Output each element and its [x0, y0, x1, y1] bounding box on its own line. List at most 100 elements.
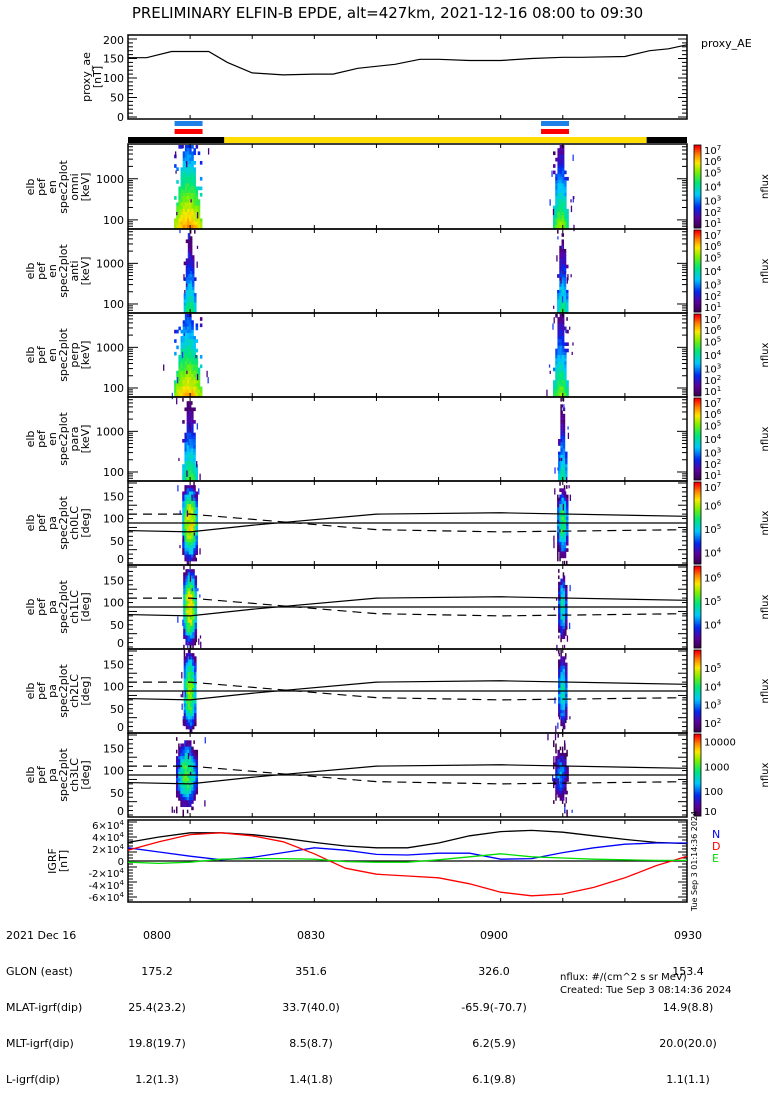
nflux-units-note: nflux: #/(cm^2 s sr MeV)	[560, 972, 687, 983]
heatmap-cell	[555, 358, 558, 362]
heatmap-cell	[558, 700, 561, 705]
heatmap-cell	[184, 370, 188, 375]
heatmap-cell	[184, 151, 188, 156]
heatmap-cell	[561, 173, 565, 178]
pa-ch3LC-colorbar-segment	[694, 734, 701, 737]
heatmap-cell	[189, 653, 193, 657]
heatmap-cell	[553, 383, 556, 388]
pa-ch2LC-colorbar-segment	[694, 721, 701, 725]
heatmap-cell	[559, 504, 562, 508]
heatmap-cell	[184, 457, 187, 462]
heatmap-noise	[171, 806, 173, 813]
heatmap-cell	[191, 765, 194, 770]
heatmap-cell	[187, 289, 191, 294]
heatmap-cell	[193, 464, 196, 468]
heatmap-cell	[561, 176, 565, 181]
heatmap-cell	[192, 629, 195, 633]
en-perp-colorbar-tick-label: 105	[704, 335, 721, 348]
heatmap-cell	[561, 157, 565, 162]
heatmap-cell	[193, 497, 196, 502]
heatmap-cell	[565, 681, 568, 686]
heatmap-cell	[182, 510, 185, 515]
pa-ch1LC-colorbar-segment	[694, 574, 701, 577]
heatmap-cell	[175, 778, 179, 782]
heatmap-cell	[182, 205, 186, 210]
heatmap-cell	[562, 722, 566, 727]
heatmap-cell	[197, 221, 201, 226]
heatmap-cell	[187, 725, 191, 730]
heatmap-cell	[191, 199, 194, 203]
heatmap-cell	[560, 653, 562, 657]
heatmap-cell	[190, 594, 193, 599]
heatmap-noise	[567, 426, 569, 430]
heatmap-cell	[560, 613, 563, 617]
pa-ch0LC-colorbar-segment	[694, 537, 701, 540]
heatmap-cell	[185, 616, 188, 621]
heatmap-cell	[187, 370, 190, 375]
heatmap-cell	[560, 473, 563, 478]
heatmap-cell	[180, 775, 183, 779]
pa-ch1LC-colorbar-segment	[694, 594, 701, 598]
heatmap-cell	[187, 575, 191, 580]
heatmap-cell	[557, 551, 559, 556]
pa-ch2LC-colorbar-segment	[694, 684, 701, 688]
heatmap-cell	[190, 584, 193, 589]
heatmap-cell	[566, 218, 569, 223]
heatmap-cell	[557, 323, 560, 328]
heatmap-cell	[186, 809, 189, 814]
heatmap-cell	[183, 293, 187, 297]
heatmap-cell	[185, 706, 189, 711]
heatmap-noise	[186, 510, 189, 517]
heatmap-cell	[195, 756, 199, 760]
heatmap-cell	[553, 800, 555, 804]
heatmap-cell	[183, 672, 187, 676]
heatmap-cell	[559, 212, 563, 216]
heatmap-cell	[560, 435, 563, 440]
heatmap-cell	[565, 668, 568, 673]
heatmap-cell	[560, 429, 563, 434]
heatmap-cell	[195, 364, 199, 369]
heatmap-noise	[558, 653, 560, 657]
heatmap-cell	[182, 513, 185, 518]
heatmap-cell	[561, 513, 565, 518]
heatmap-cell	[192, 603, 195, 608]
heatmap-cell	[178, 787, 181, 792]
heatmap-cell	[176, 180, 179, 184]
heatmap-cell	[192, 581, 195, 586]
heatmap-cell	[566, 348, 569, 353]
heatmap-cell	[193, 377, 196, 381]
heatmap-cell	[559, 314, 563, 318]
heatmap-cell	[565, 709, 568, 714]
heatmap-cell	[561, 787, 565, 792]
heatmap-cell	[186, 800, 190, 804]
heatmap-cell	[189, 740, 192, 744]
heatmap-cell	[561, 215, 565, 219]
heatmap-cell	[193, 500, 196, 505]
heatmap-noise	[553, 305, 555, 309]
heatmap-cell	[562, 457, 566, 462]
igrf-series-E	[127, 853, 687, 865]
heatmap-cell	[191, 170, 194, 175]
heatmap-cell	[564, 170, 567, 175]
heatmap-cell	[555, 212, 558, 216]
heatmap-cell	[192, 597, 195, 602]
pa-ch3LC-ylabel: elb pef pa spec2plot ch3LC [deg]	[23, 748, 92, 802]
heatmap-cell	[199, 364, 203, 369]
heatmap-cell	[191, 280, 195, 285]
en-perp-colorbar-segment	[694, 328, 701, 331]
heatmap-cell	[191, 806, 194, 811]
heatmap-cell	[191, 308, 195, 313]
heatmap-cell	[565, 588, 568, 592]
heatmap-cell	[183, 607, 186, 611]
pa-ch2LC-tick-label: 150	[103, 658, 124, 671]
heatmap-cell	[183, 644, 185, 649]
heatmap-cell	[195, 221, 199, 226]
pa-ch2LC-colorbar-segment	[694, 686, 701, 690]
heatmap-cell	[564, 380, 567, 384]
heatmap-noise	[179, 510, 181, 514]
heatmap-cell	[186, 442, 190, 446]
en-para-colorbar-segment	[694, 408, 701, 411]
heatmap-cell	[557, 192, 560, 197]
heatmap-cell	[559, 264, 562, 269]
heatmap-cell	[557, 545, 560, 549]
